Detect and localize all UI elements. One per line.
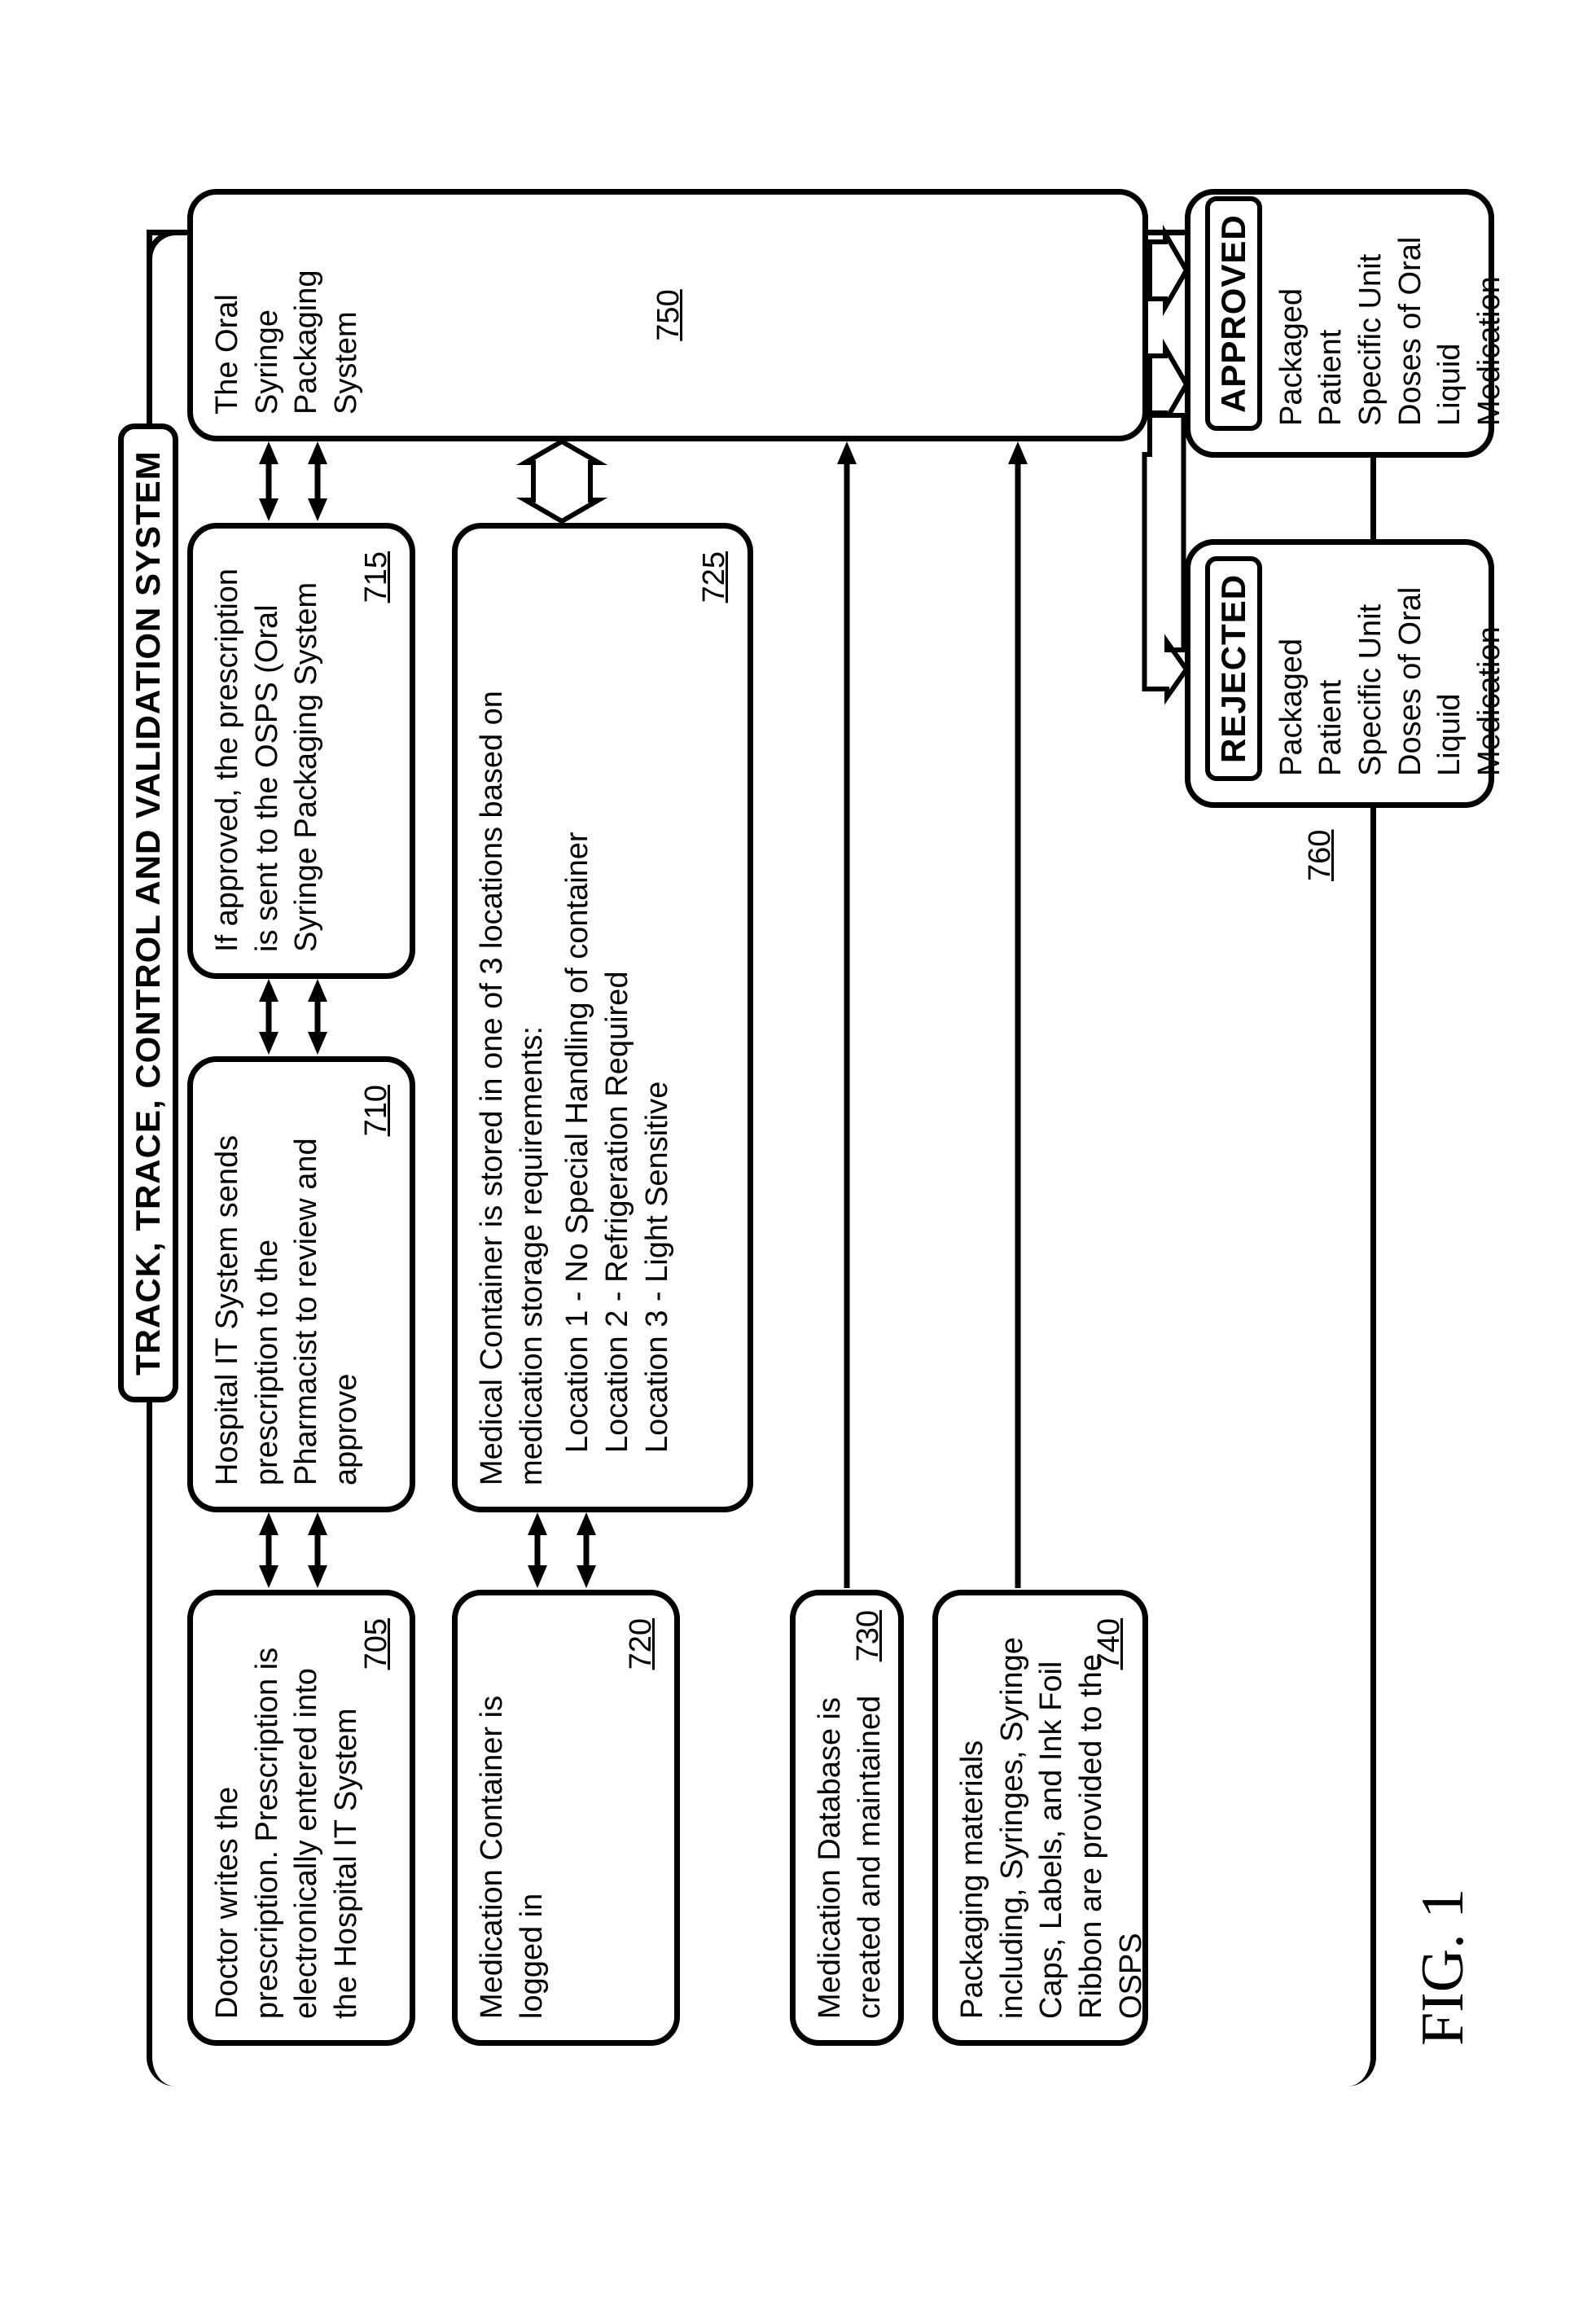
ref-725: 725 bbox=[695, 551, 734, 603]
box-740-text: Packaging materials including, Syringes,… bbox=[955, 1637, 1148, 2019]
box-710: Hospital IT System sends prescription to… bbox=[187, 1056, 415, 1512]
box-770: APPROVED Packaged Patient Specific Unit … bbox=[1185, 189, 1494, 458]
box-715-text: If approved, the prescription is sent to… bbox=[210, 568, 323, 952]
system-title: TRACK, TRACE, CONTROL AND VALIDATION SYS… bbox=[118, 423, 178, 1402]
box-710-text: Hospital IT System sends prescription to… bbox=[210, 1135, 363, 1485]
box-730-text: Medication Database is created and maint… bbox=[813, 1696, 887, 2019]
badge-approved: APPROVED bbox=[1205, 196, 1262, 431]
ref-740: 740 bbox=[1090, 1618, 1129, 1670]
ref-710: 710 bbox=[357, 1085, 397, 1136]
box-760: REJECTED Packaged Patient Specific Unit … bbox=[1185, 539, 1494, 808]
badge-rejected: REJECTED bbox=[1205, 556, 1262, 781]
box-760-text: Packaged Patient Specific Unit Doses of … bbox=[1272, 566, 1510, 781]
ref-720: 720 bbox=[621, 1618, 661, 1670]
box-720-text: Medication Container is logged in bbox=[475, 1696, 549, 2019]
ref-705: 705 bbox=[357, 1618, 397, 1670]
box-740: Packaging materials including, Syringes,… bbox=[932, 1590, 1148, 2046]
box-750-text: The Oral Syringe Packaging System bbox=[210, 270, 363, 415]
box-705-text: Doctor writes the prescription. Prescrip… bbox=[210, 1648, 363, 2019]
ref-750: 750 bbox=[649, 289, 689, 340]
diagram: TRACK, TRACE, CONTROL AND VALIDATION SYS… bbox=[106, 181, 1490, 2135]
figure-label: FIG. 1 bbox=[1409, 1889, 1478, 2046]
box-725-text: Medical Container is stored in one of 3 … bbox=[472, 550, 551, 1485]
box-705: Doctor writes the prescription. Prescrip… bbox=[187, 1590, 415, 2046]
canvas: TRACK, TRACE, CONTROL AND VALIDATION SYS… bbox=[33, 33, 1563, 2284]
ref-730: 730 bbox=[848, 1610, 888, 1661]
ref-760: 760 bbox=[1303, 830, 1338, 881]
box-730: Medication Database is created and maint… bbox=[790, 1590, 904, 2046]
box-725-loc3: Location 3 - Light Sensitive bbox=[638, 550, 677, 1485]
box-725-loc1: Location 1 - No Special Handling of cont… bbox=[558, 550, 598, 1485]
box-750: The Oral Syringe Packaging System 750 bbox=[187, 189, 1148, 441]
ref-770: 770 bbox=[1155, 476, 1190, 528]
box-715: If approved, the prescription is sent to… bbox=[187, 523, 415, 979]
box-770-text: Packaged Patient Specific Unit Doses of … bbox=[1272, 216, 1510, 431]
ref-715: 715 bbox=[357, 551, 397, 603]
box-725-loc2: Location 2 - Refrigeration Required bbox=[598, 550, 638, 1485]
rotated-container: TRACK, TRACE, CONTROL AND VALIDATION SYS… bbox=[106, 181, 1490, 2135]
box-725: Medical Container is stored in one of 3 … bbox=[452, 523, 753, 1512]
box-720: Medication Container is logged in 720 bbox=[452, 1590, 680, 2046]
